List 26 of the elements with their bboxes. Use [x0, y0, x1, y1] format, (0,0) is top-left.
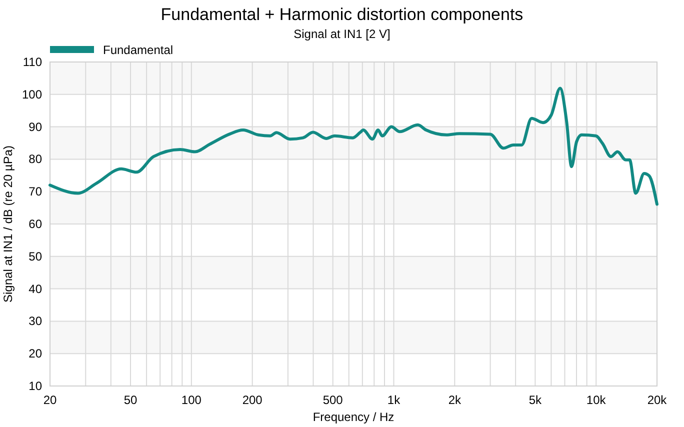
y-tick-label: 50 [28, 249, 42, 264]
y-tick-label: 100 [22, 87, 42, 102]
x-tick-label: 100 [181, 393, 202, 407]
x-tick-label: 50 [124, 393, 138, 407]
y-axis-title: Signal at IN1 / dB (re 20 µPa) [1, 146, 15, 302]
y-tick-label: 60 [28, 217, 42, 231]
x-tick-label: 2k [448, 393, 462, 407]
x-tick-label: 500 [322, 393, 344, 407]
x-tick-label: 10k [586, 393, 607, 407]
y-tick-label: 40 [28, 282, 42, 296]
y-tick-label: 90 [28, 120, 42, 134]
x-tick-label: 1k [387, 393, 402, 407]
x-tick-label: 20k [647, 393, 668, 407]
x-tick-label: 200 [242, 393, 263, 407]
chart-title: Fundamental + Harmonic distortion components [160, 5, 524, 24]
y-tick-label: 20 [28, 346, 42, 361]
y-tick-label: 110 [22, 55, 42, 69]
y-tick-label: 70 [28, 184, 42, 199]
legend-label: Fundamental [103, 43, 174, 57]
x-tick-label: 5k [528, 393, 543, 407]
x-tick-label: 20 [43, 393, 57, 407]
y-tick-label: 10 [28, 379, 42, 393]
y-tick-label: 80 [28, 152, 42, 166]
y-tick-label: 30 [28, 314, 42, 328]
x-axis-title: Frequency / Hz [312, 410, 394, 424]
chart-subtitle: Signal at IN1 [2 V] [294, 27, 390, 41]
